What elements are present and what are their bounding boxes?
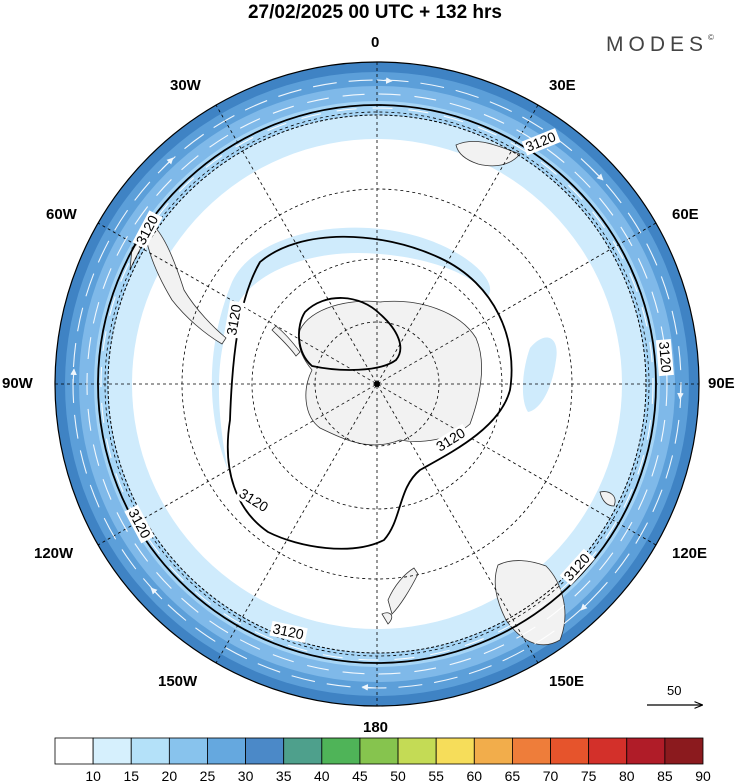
colorbar-tick-label: 65	[504, 768, 521, 784]
colorbar-tick-label: 55	[428, 768, 444, 784]
colorbar-tick-label: 10	[85, 768, 101, 784]
colorbar-tick-label: 85	[657, 768, 673, 784]
island	[599, 491, 616, 507]
colorbar-tick-label: 15	[123, 768, 140, 784]
colorbar-tick-label: 35	[275, 768, 292, 784]
map-border	[54, 61, 700, 707]
colorbar-swatch	[473, 737, 513, 765]
australia	[494, 560, 566, 646]
geopotential-contours	[97, 104, 657, 664]
colorbar-swatch	[359, 737, 399, 765]
colorbar-swatch	[664, 737, 704, 765]
lon-label-30w: 30W	[170, 77, 201, 94]
colorbar-swatch	[245, 737, 285, 765]
land-masses	[129, 141, 616, 646]
lon-label-90e: 90E	[708, 375, 735, 392]
colorbar-tick-label: 70	[542, 768, 559, 784]
reference-vector-label: 50	[667, 683, 682, 698]
lon-label-90w: 90W	[2, 375, 33, 392]
modes-logo: MODES©	[606, 33, 714, 57]
colorbar-swatch	[130, 737, 170, 765]
colorbar-tick-label: 80	[618, 768, 635, 784]
colorbar-tick-label: 90	[695, 768, 711, 784]
colorbar-swatch	[321, 737, 361, 765]
lon-label-150w: 150W	[158, 673, 198, 690]
lon-label-0: 0	[371, 34, 380, 51]
colorbar-tick-label: 45	[352, 768, 368, 784]
colorbar-tick-label: 25	[199, 768, 216, 784]
lon-label-180: 180	[363, 719, 389, 736]
colorbar-swatch	[626, 737, 666, 765]
contour-inner	[226, 235, 513, 550]
colorbar-swatch	[435, 737, 475, 765]
lon-label-60w: 60W	[46, 206, 77, 223]
colorbar-tick-label: 60	[466, 768, 483, 784]
colorbar-swatch	[283, 737, 323, 765]
colorbar-tick-label: 30	[237, 768, 254, 784]
colorbar-swatch	[588, 737, 628, 765]
contour-label: 3120	[271, 620, 305, 642]
colorbar-swatch	[550, 737, 590, 765]
colorbar-tick-label: 50	[390, 768, 406, 784]
colorbar-swatch	[92, 737, 132, 765]
colorbar-swatch	[397, 737, 437, 765]
contour-labels: 3120 3120 3120 3120 3120 3120 3120 3120 …	[124, 128, 675, 644]
lat-lon-grid	[55, 62, 699, 706]
colorbar-swatch	[512, 737, 551, 765]
inner-jet-patch	[522, 337, 557, 412]
lon-label-30e: 30E	[549, 77, 576, 94]
chart-title: 27/02/2025 00 UTC + 132 hrs	[247, 2, 503, 23]
contour-polar-low	[298, 297, 402, 371]
new-zealand	[381, 567, 419, 625]
contour-outer	[97, 104, 657, 664]
lon-label-120e: 120E	[672, 545, 708, 562]
brand-mark: ©	[708, 33, 714, 42]
contour-label: 3120	[223, 303, 244, 337]
south-pole-dot	[374, 381, 380, 387]
colorbar-tick-label: 75	[580, 768, 597, 784]
wind-vectors	[70, 77, 684, 691]
colorbar-tick-label: 40	[314, 768, 330, 784]
colorbar-swatch	[207, 737, 246, 765]
lon-label-150e: 150E	[549, 673, 585, 690]
colorbar-swatch	[54, 737, 94, 765]
colorbar-swatch	[168, 737, 208, 765]
brand-name: MODES	[606, 33, 709, 56]
lon-label-120w: 120W	[34, 545, 74, 562]
contour-outer-dashed	[107, 114, 647, 654]
colorbar	[54, 737, 704, 765]
lon-label-60e: 60E	[672, 206, 699, 223]
contour-label: 3120	[656, 341, 675, 374]
colorbar-tick-label: 20	[161, 768, 178, 784]
antarctica	[298, 300, 482, 446]
